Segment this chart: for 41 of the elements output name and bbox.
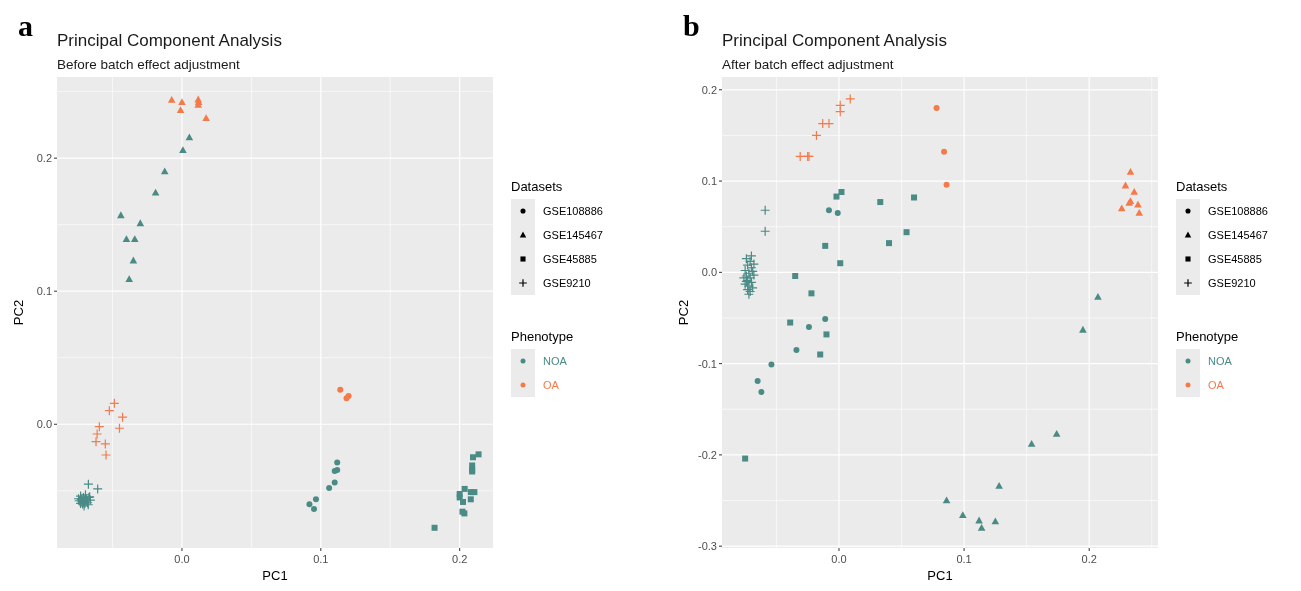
x-tick-label: 0.2 [452, 553, 468, 565]
y-tick-label: 0.0 [701, 266, 717, 279]
text: GSE108886 [543, 205, 603, 217]
chart-title: Principal Component Analysis [722, 31, 947, 50]
text: GSE108886 [1208, 205, 1268, 217]
text: b [683, 9, 700, 42]
x-tick-label: 0.1 [956, 553, 972, 565]
y-tick-label: 0.0 [36, 418, 52, 431]
y-tick-label: -0.2 [698, 448, 717, 461]
text: NOA [543, 355, 568, 367]
y-tick-label: 0.2 [701, 83, 717, 96]
text: GSE45885 [543, 253, 597, 265]
text: NOA [1208, 355, 1233, 367]
y-tick-label: 0.1 [701, 175, 717, 188]
text: GSE9210 [543, 277, 591, 289]
x-tick-label: 0.1 [313, 553, 329, 565]
text: Datasets [511, 179, 563, 194]
text: GSE145467 [543, 229, 603, 241]
x-axis-title: PC1 [262, 568, 288, 583]
y-tick-label: 0.1 [36, 285, 52, 298]
x-tick-label: 0.0 [174, 553, 190, 565]
y-tick-label: -0.1 [698, 357, 717, 370]
x-axis-title: PC1 [927, 568, 953, 583]
chart-subtitle: Before batch effect adjustment [57, 57, 241, 72]
text: OA [1208, 379, 1225, 391]
text: a [18, 9, 33, 42]
text: Datasets [1176, 179, 1228, 194]
chart-subtitle: After batch effect adjustment [722, 57, 894, 72]
text: GSE9210 [1208, 277, 1256, 289]
text: GSE45885 [1208, 253, 1262, 265]
x-tick-label: 0.0 [831, 553, 847, 565]
chart-title: Principal Component Analysis [57, 31, 282, 50]
text: Phenotype [511, 329, 574, 344]
y-tick-label: 0.2 [36, 152, 52, 165]
x-tick-label: 0.2 [1081, 553, 1097, 565]
text: GSE145467 [1208, 229, 1268, 241]
y-tick-label: -0.3 [698, 540, 717, 553]
y-axis-title: PC2 [11, 299, 26, 326]
text: OA [543, 379, 560, 391]
text: Phenotype [1176, 329, 1239, 344]
y-axis-title: PC2 [676, 299, 691, 326]
